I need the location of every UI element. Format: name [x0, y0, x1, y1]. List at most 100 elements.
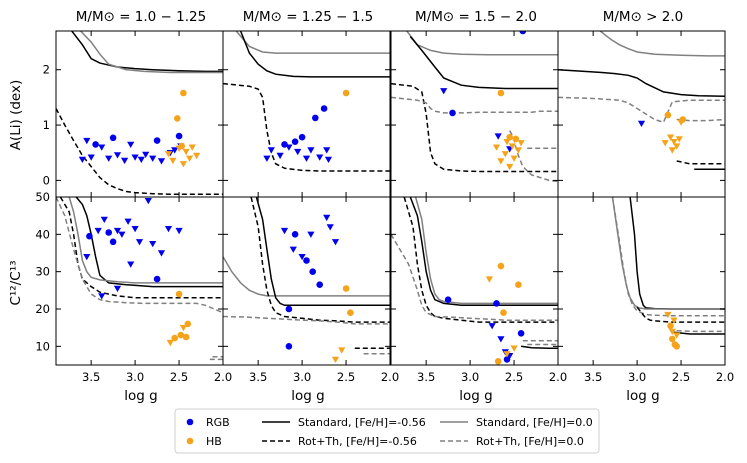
- curve-rot00: [676, 329, 725, 333]
- curve-std00: [68, 197, 223, 284]
- rgb-upper-limit: [323, 147, 331, 154]
- hb-point: [512, 135, 520, 143]
- hb-upper-limit: [666, 134, 675, 141]
- curve-rot00: [223, 315, 390, 325]
- rgb-point: [303, 257, 310, 264]
- curve-std056: [409, 36, 558, 90]
- hb-upper-limit: [673, 143, 681, 150]
- curve-std056: [629, 197, 725, 310]
- x-tick-label: 3.5: [584, 370, 602, 384]
- rgb-point: [298, 133, 306, 141]
- rgb-upper-limit: [78, 156, 86, 163]
- rgb-upper-limit: [142, 151, 150, 158]
- model-curves: [391, 31, 558, 183]
- rgb-upper-limit: [307, 147, 315, 154]
- rgb-point: [281, 141, 288, 148]
- hb-upper-limit: [510, 155, 518, 162]
- rgb-upper-limit: [326, 224, 334, 231]
- legend-label: RGB: [206, 416, 230, 429]
- legend-items: RGB Standard, [Fe/H]=-0.56 Standard, [Fe/H…: [186, 416, 593, 448]
- hb-upper-limit: [668, 147, 676, 154]
- hb-upper-limit: [510, 345, 518, 352]
- x-tick-label: 3.0: [126, 370, 144, 384]
- rgb-upper-limit: [94, 227, 102, 235]
- model-curves: [391, 197, 558, 349]
- panel-titles: M/M⊙ = 1.0 − 1.25 M/M⊙ = 1.25 − 1.5 M/M⊙…: [76, 9, 684, 25]
- x-tick-label: 2.5: [337, 370, 355, 384]
- rgb-upper-limit: [316, 154, 324, 161]
- rgb-upper-limit: [440, 88, 448, 95]
- hb-upper-limit: [169, 157, 177, 165]
- panel-frame: [222, 30, 391, 198]
- x-tick-label: 3.0: [628, 370, 646, 384]
- curve-rot056: [636, 306, 725, 323]
- curve-std056: [239, 31, 390, 78]
- hb-upper-limit: [508, 143, 516, 150]
- rgb-upper-limit: [298, 254, 306, 261]
- hb-upper-limit: [497, 158, 505, 165]
- rgb-upper-limit: [87, 154, 95, 161]
- curve-std00: [599, 31, 725, 57]
- xlabel-2: log g: [291, 388, 324, 404]
- curve-std056: [75, 197, 223, 288]
- rgb-upper-limit: [157, 250, 166, 257]
- rgb-upper-limit: [113, 227, 122, 235]
- legend-entry: Standard, [Fe/H]=0.0: [440, 416, 593, 429]
- rgb-upper-limit: [280, 227, 289, 235]
- hb-upper-limit: [182, 148, 190, 156]
- legend-marker: [186, 437, 194, 445]
- panel-bottom-3: 3.5 3.0 2.5 2.0: [390, 196, 567, 384]
- x-tick-label: 3.5: [82, 370, 100, 384]
- y-tick-label: 10: [35, 339, 50, 353]
- legend: RGB Standard, [Fe/H]=-0.56 Standard, [Fe/H…: [174, 408, 600, 454]
- model-curves: [56, 197, 223, 361]
- hb-upper-limit: [517, 140, 525, 147]
- rgb-point: [285, 343, 293, 350]
- hb-point: [500, 309, 507, 317]
- curve-rot056: [391, 82, 558, 173]
- rgb-upper-limit: [267, 147, 275, 154]
- curve-rot00: [56, 197, 223, 314]
- rgb-upper-limit: [105, 155, 113, 162]
- data-points: [263, 89, 350, 163]
- rgb-upper-limit: [83, 254, 91, 261]
- curve-rot00: [391, 96, 558, 114]
- rgb-upper-limit: [289, 246, 297, 253]
- rgb-upper-limit: [149, 241, 157, 248]
- panel-title-2: M/M⊙ = 1.25 − 1.5: [243, 9, 373, 25]
- rgb-point: [109, 238, 117, 246]
- hb-point: [180, 89, 187, 97]
- ylabel-top: A(Li) (dex): [8, 80, 24, 151]
- x-tick-label: 2.0: [716, 370, 734, 384]
- hb-upper-limit: [673, 332, 681, 339]
- hb-point: [177, 331, 185, 339]
- rgb-upper-limit: [164, 226, 173, 233]
- curve-rot056: [59, 197, 223, 299]
- x-tick-label: 2.5: [672, 370, 690, 384]
- hb-point: [667, 322, 674, 330]
- hb-upper-limit: [331, 356, 340, 363]
- curve-rot056: [56, 108, 223, 195]
- panel-top-4: [557, 30, 726, 198]
- x-tick-label: 3.0: [461, 370, 479, 384]
- rgb-upper-limit: [494, 133, 502, 140]
- curve-rot056: [676, 160, 725, 165]
- rgb-point: [519, 31, 527, 35]
- panel-bottom-2: 3.5 3.0 2.5 2.0: [222, 196, 399, 384]
- y-tick-label: 40: [35, 227, 50, 241]
- legend-label: Rot+Th, [Fe/H]=0.0: [476, 435, 584, 448]
- curve-rot00: [391, 233, 558, 321]
- rgb-point: [503, 356, 511, 363]
- legend-entry: Rot+Th, [Fe/H]=0.0: [440, 435, 584, 448]
- rgb-point: [153, 137, 161, 144]
- hb-point: [347, 309, 354, 317]
- hb-point: [171, 334, 178, 342]
- curve-std00: [223, 256, 390, 297]
- rgb-upper-limit: [497, 336, 505, 343]
- data-points: [664, 311, 681, 350]
- hb-point: [497, 262, 505, 270]
- curve-std00: [235, 31, 390, 54]
- panel-frame: [390, 196, 559, 366]
- hb-upper-limit: [503, 139, 511, 146]
